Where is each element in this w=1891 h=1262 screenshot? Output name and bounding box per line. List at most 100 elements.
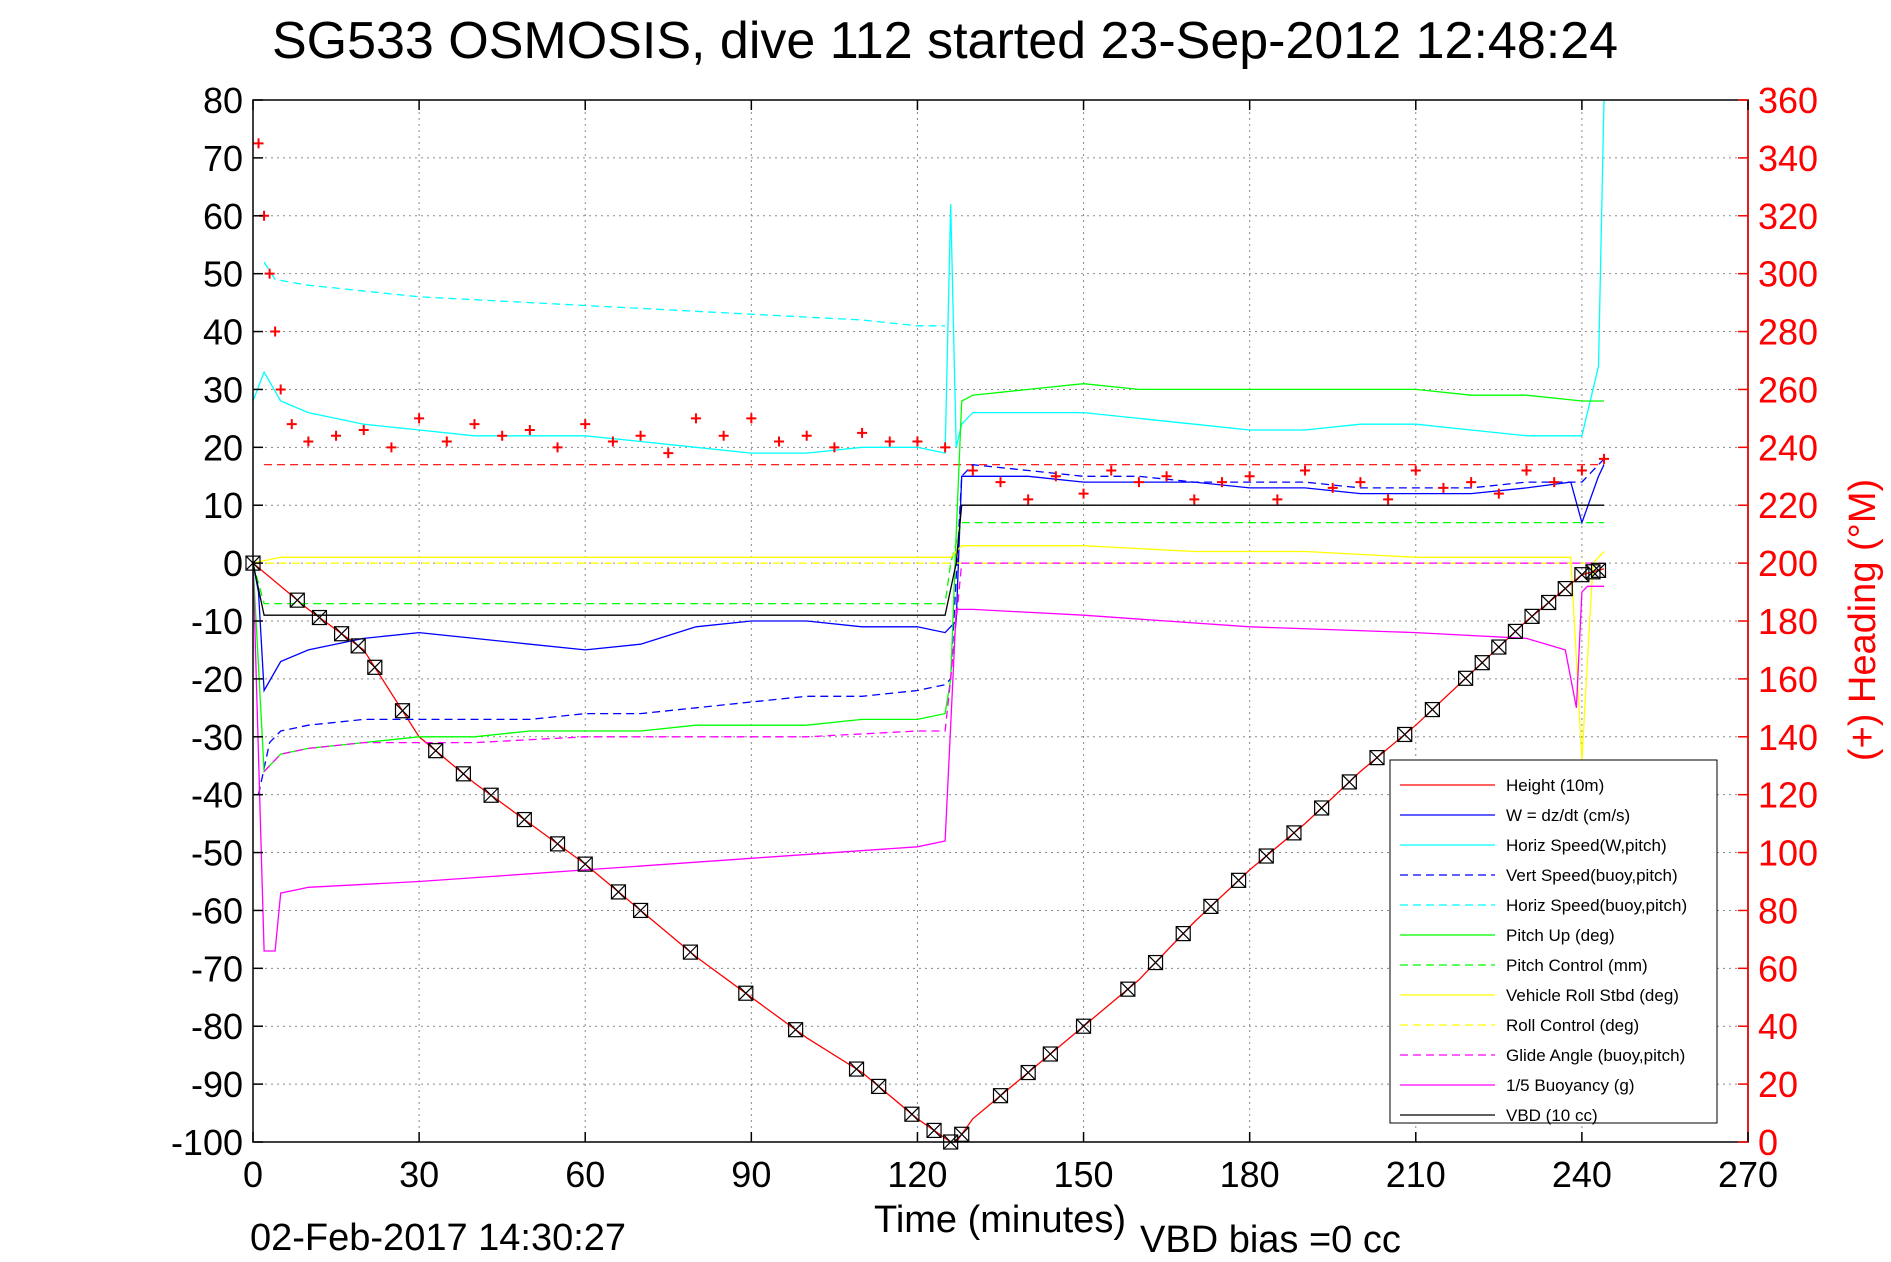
height-markers	[245, 555, 1607, 1150]
depth-marker	[1314, 800, 1330, 816]
heading-point	[1189, 494, 1200, 505]
y-tick-label: 60	[203, 196, 243, 237]
depth-marker	[1286, 825, 1302, 841]
depth-marker	[610, 884, 627, 900]
depth-marker	[455, 766, 472, 782]
depth-marker	[333, 626, 350, 642]
heading-point	[1599, 453, 1610, 464]
x-tick-label: 180	[1220, 1154, 1280, 1195]
series-line-2	[252, 99, 1605, 454]
y-tick-label: -90	[191, 1064, 243, 1105]
heading-point	[829, 442, 840, 453]
legend-label: VBD (10 cc)	[1506, 1106, 1598, 1125]
series-line-4	[263, 261, 946, 327]
heading-point	[275, 384, 286, 395]
depth-marker	[954, 1126, 970, 1142]
heading-point	[552, 442, 563, 453]
heading-point	[1576, 465, 1587, 476]
legend-label: Vert Speed(buoy,pitch)	[1506, 866, 1678, 885]
depth-marker	[992, 1088, 1009, 1104]
depth-marker	[1175, 925, 1191, 942]
depth-marker	[1341, 774, 1357, 790]
y-tick-label: 70	[203, 138, 243, 179]
y-tick-label: -70	[191, 948, 243, 989]
heading-markers	[253, 138, 1610, 505]
heading-point	[912, 436, 923, 447]
x-tick-label: 270	[1718, 1154, 1778, 1195]
heading-point	[1216, 477, 1227, 488]
heading-point	[524, 424, 535, 435]
heading-point	[857, 427, 868, 438]
heading-point	[303, 436, 314, 447]
depth-marker	[1369, 750, 1385, 766]
legend-label: Roll Control (deg)	[1506, 1016, 1639, 1035]
y-right-axis-label: (+) Heading (°M)	[1842, 479, 1884, 761]
legend-label: Vehicle Roll Stbd (deg)	[1506, 986, 1679, 1005]
y-right-tick-label: 300	[1758, 254, 1818, 295]
heading-point	[264, 268, 275, 279]
heading-point	[635, 430, 646, 441]
y-right-tick-label: 200	[1758, 543, 1818, 584]
legend-label: Horiz Speed(buoy,pitch)	[1506, 896, 1687, 915]
y-axis-ticks: -100-90-80-70-60-50-40-30-20-10010203040…	[171, 80, 263, 1163]
heading-point	[1106, 465, 1117, 476]
legend-label: Height (10m)	[1506, 776, 1604, 795]
depth-marker	[1120, 981, 1136, 997]
heading-point	[663, 448, 674, 459]
y-tick-label: -30	[191, 717, 243, 758]
y-tick-label: 50	[203, 254, 243, 295]
y-right-tick-label: 260	[1758, 369, 1818, 410]
y-right-tick-label: 360	[1758, 80, 1818, 121]
depth-marker	[350, 638, 366, 654]
legend: Height (10m) W = dz/dt (cm/s) Horiz Speed(…	[1389, 759, 1718, 1125]
depth-marker	[367, 659, 383, 675]
series-line-5	[252, 383, 1604, 774]
depth-marker	[1424, 701, 1440, 718]
heading-point	[253, 138, 264, 149]
heading-point	[1300, 465, 1311, 476]
x-tick-label: 90	[731, 1154, 771, 1195]
y-tick-label: 40	[203, 312, 243, 353]
heading-point	[469, 419, 480, 430]
depth-marker	[1147, 954, 1164, 971]
depth-marker	[549, 836, 566, 852]
heading-point	[286, 419, 297, 430]
heading-point	[1133, 477, 1144, 488]
heading-point	[884, 436, 895, 447]
y-tick-label: -80	[191, 1006, 243, 1047]
y-right-axis-ticks: 0 20 40 60 80 100 120 140 160 180 200 220 240 260 280 3…	[1738, 80, 1818, 1163]
x-tick-label: 30	[399, 1154, 439, 1195]
series-line-10	[252, 563, 1604, 952]
heading-point	[774, 436, 785, 447]
y-tick-label: 30	[203, 369, 243, 410]
x-tick-label: 60	[565, 1154, 605, 1195]
y-right-tick-label: 60	[1758, 948, 1798, 989]
depth-marker	[1541, 594, 1557, 611]
depth-marker	[1230, 872, 1247, 888]
y-tick-label: 10	[203, 485, 243, 526]
x-tick-label: 210	[1386, 1154, 1446, 1195]
y-right-tick-label: 40	[1758, 1006, 1798, 1047]
y-right-tick-label: 240	[1758, 427, 1818, 468]
y-tick-label: -40	[191, 775, 243, 816]
x-axis-ticks: 0 30 60 90 120 150 180 210 240 270	[243, 100, 1778, 1195]
series-line-3	[257, 458, 1605, 795]
heading-point	[1023, 494, 1034, 505]
y-right-tick-label: 0	[1758, 1122, 1778, 1163]
depth-marker	[848, 1061, 865, 1077]
y-tick-label: -60	[191, 890, 243, 931]
legend-label: 1/5 Buoyancy (g)	[1506, 1076, 1635, 1095]
y-right-tick-label: 160	[1758, 659, 1818, 700]
depth-marker	[1524, 608, 1540, 624]
depth-marker	[311, 609, 328, 626]
y-right-tick-label: 220	[1758, 485, 1818, 526]
timestamp-footer: 02-Feb-2017 14:30:27	[250, 1217, 626, 1259]
y-right-tick-label: 140	[1758, 717, 1818, 758]
depth-marker	[516, 811, 532, 828]
heading-point	[1161, 471, 1172, 482]
depth-marker	[738, 985, 754, 1001]
y-tick-label: 80	[203, 80, 243, 121]
legend-box	[1389, 759, 1718, 1124]
depth-marker	[1458, 670, 1474, 686]
heading-point	[718, 430, 729, 441]
